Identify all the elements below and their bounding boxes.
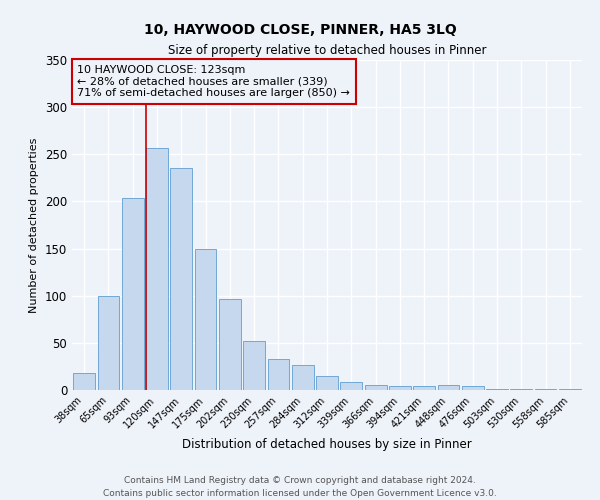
Bar bbox=[170, 168, 192, 390]
Bar bbox=[146, 148, 168, 390]
Text: 10, HAYWOOD CLOSE, PINNER, HA5 3LQ: 10, HAYWOOD CLOSE, PINNER, HA5 3LQ bbox=[143, 22, 457, 36]
Title: Size of property relative to detached houses in Pinner: Size of property relative to detached ho… bbox=[168, 44, 486, 58]
X-axis label: Distribution of detached houses by size in Pinner: Distribution of detached houses by size … bbox=[182, 438, 472, 451]
Bar bbox=[389, 386, 411, 390]
Bar bbox=[73, 373, 95, 390]
Bar bbox=[194, 248, 217, 390]
Bar bbox=[413, 386, 435, 390]
Y-axis label: Number of detached properties: Number of detached properties bbox=[29, 138, 40, 312]
Bar bbox=[340, 382, 362, 390]
Text: 10 HAYWOOD CLOSE: 123sqm
← 28% of detached houses are smaller (339)
71% of semi-: 10 HAYWOOD CLOSE: 123sqm ← 28% of detach… bbox=[77, 65, 350, 98]
Bar bbox=[559, 389, 581, 390]
Bar bbox=[97, 296, 119, 390]
Bar bbox=[268, 359, 289, 390]
Bar bbox=[219, 298, 241, 390]
Bar bbox=[486, 389, 508, 390]
Bar bbox=[316, 376, 338, 390]
Text: Contains HM Land Registry data © Crown copyright and database right 2024.
Contai: Contains HM Land Registry data © Crown c… bbox=[103, 476, 497, 498]
Bar bbox=[243, 341, 265, 390]
Bar bbox=[292, 366, 314, 390]
Bar bbox=[365, 386, 386, 390]
Bar bbox=[437, 386, 460, 390]
Bar bbox=[511, 389, 532, 390]
Bar bbox=[535, 389, 556, 390]
Bar bbox=[122, 198, 143, 390]
Bar bbox=[462, 386, 484, 390]
